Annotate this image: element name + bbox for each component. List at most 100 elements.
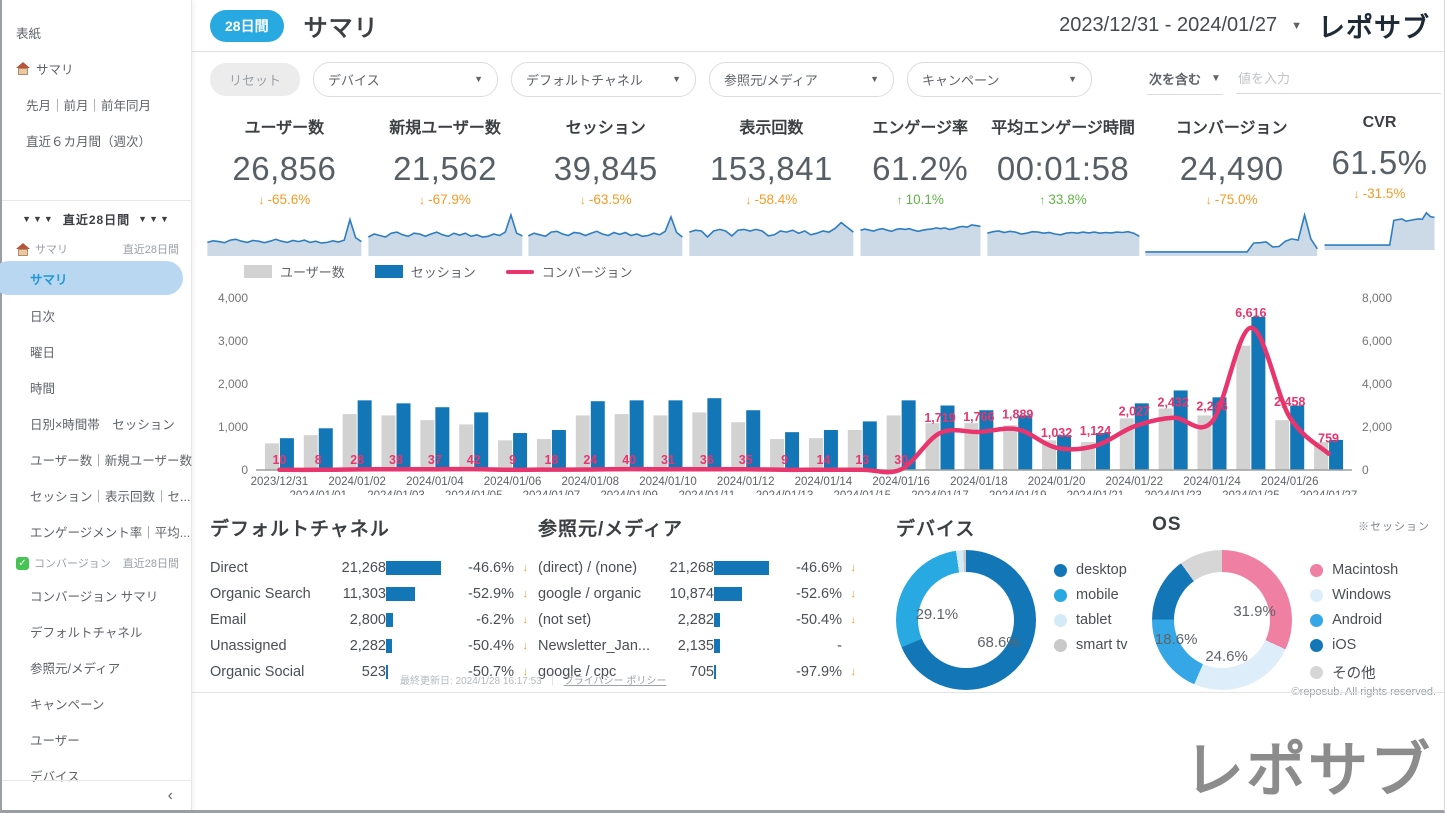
page-title: サマリ xyxy=(303,15,379,42)
kpi-delta-value: -63.5% xyxy=(588,192,632,207)
date-range-picker[interactable]: 2023/12/31 - 2024/01/27 xyxy=(1059,14,1278,36)
table-row[interactable]: Unassigned 2,282 -50.4% ↓ xyxy=(210,633,528,659)
table-row[interactable]: Email 2,800 -6.2% ↓ xyxy=(210,607,528,633)
svg-text:1,124: 1,124 xyxy=(1080,424,1111,438)
reset-button[interactable]: リセット xyxy=(210,62,301,96)
row-bar xyxy=(386,561,441,575)
chevron-down-icon[interactable]: ▼ xyxy=(1291,19,1302,32)
arrow-down-icon: ↓ xyxy=(258,192,265,207)
sidebar-item-page[interactable]: 時間 xyxy=(30,381,56,396)
table-row[interactable]: Direct 21,268 -46.6% ↓ xyxy=(210,555,528,581)
svg-text:6,616: 6,616 xyxy=(1235,306,1266,320)
svg-text:2,027: 2,027 xyxy=(1119,404,1150,418)
sidebar-item-page[interactable]: 曜日 xyxy=(30,345,56,360)
arrow-down-icon: ↓ xyxy=(522,640,529,652)
sidebar-item[interactable]: サマリ xyxy=(2,50,191,86)
svg-text:8: 8 xyxy=(315,453,322,467)
filter-dropdown-label: デバイス xyxy=(328,72,380,88)
table-row[interactable]: Organic Search 11,303 -52.9% ↓ xyxy=(210,581,528,607)
svg-text:24: 24 xyxy=(583,453,597,467)
period-badge[interactable]: 28日間 xyxy=(210,9,284,42)
row-value: 2,800 xyxy=(349,612,386,628)
legend-label: iOS xyxy=(1332,637,1357,653)
sidebar-item-active[interactable]: サマリ xyxy=(0,261,183,295)
sidebar-item-page[interactable]: ユーザー xyxy=(30,733,80,748)
filter-value-input[interactable] xyxy=(1235,64,1441,94)
sidebar-collapse-button[interactable]: ‹ xyxy=(2,780,191,810)
svg-text:8,000: 8,000 xyxy=(1362,291,1392,305)
table-row[interactable]: google / organic 10,874 -52.6% ↓ xyxy=(538,581,856,607)
sidebar-item-page[interactable]: デフォルトチャネル xyxy=(30,625,143,640)
legend-dot xyxy=(1310,666,1324,679)
table-row[interactable]: (direct) / (none) 21,268 -46.6% ↓ xyxy=(538,555,856,581)
svg-text:2024/01/21: 2024/01/21 xyxy=(1067,490,1125,495)
sidebar-item-page[interactable]: セッション｜表示回数｜セ... xyxy=(30,489,191,504)
svg-text:2024/01/11: 2024/01/11 xyxy=(679,490,736,495)
kpi-delta-value: -75.0% xyxy=(1214,192,1258,207)
table-rows: Direct 21,268 -46.6% ↓ Organic Search 11,303 -… xyxy=(210,555,528,685)
row-value: 705 xyxy=(689,664,714,680)
svg-text:0: 0 xyxy=(241,463,248,477)
sidebar-item-page[interactable]: 参照元/メディア xyxy=(30,661,121,676)
filter-dropdown[interactable]: 参照元/メディア ▼ xyxy=(709,61,895,97)
filter-dropdown[interactable]: キャンペーン ▼ xyxy=(907,61,1093,97)
sidebar-item-label: 先月｜前月｜前年同月 xyxy=(26,98,152,113)
donut-slice-label: 24.6% xyxy=(1205,648,1248,665)
svg-text:2023/12/31: 2023/12/31 xyxy=(251,476,309,488)
svg-text:35: 35 xyxy=(739,453,753,467)
kpi-label: エンゲージ率 xyxy=(872,120,969,137)
triangle-decor-icon: ▼▼▼ xyxy=(138,214,171,224)
privacy-policy-link[interactable]: プライバシー ポリシー xyxy=(563,676,667,687)
donut-ring[interactable] xyxy=(896,550,1036,690)
sidebar-item[interactable]: 先月｜前月｜前年同月 xyxy=(2,86,191,122)
combo-chart: ユーザー数 セッション コンバージョン 4,000 3,000 2,000 1,000 0 8… xyxy=(192,260,1444,498)
sidebar-item-page[interactable]: 日次 xyxy=(30,309,56,324)
row-delta: -52.9% xyxy=(468,586,514,602)
legend-dot xyxy=(1054,563,1067,577)
kpi-delta: ↑ 10.1% xyxy=(897,192,944,207)
table-row[interactable]: Newsletter_Jan... 2,135 - xyxy=(538,633,856,659)
svg-text:4,000: 4,000 xyxy=(218,291,248,305)
sidebar-item-page[interactable]: キャンペーン xyxy=(30,697,105,712)
match-condition-dropdown[interactable]: 次を含む ▼ xyxy=(1147,63,1223,95)
row-delta: -97.9% xyxy=(796,664,842,680)
table-row[interactable]: Organic Social 523 -50.7% ↓ xyxy=(210,659,528,685)
kpi-value: 21,562 xyxy=(393,150,498,187)
arrow-down-icon: ↓ xyxy=(1205,192,1212,207)
legend-label: Windows xyxy=(1332,587,1391,603)
sidebar-item[interactable]: 直近６カ月間（週次） xyxy=(2,122,191,158)
svg-text:3,000: 3,000 xyxy=(218,334,248,348)
donut-slice-label: 18.6% xyxy=(1154,631,1198,649)
kpi-sparkline xyxy=(1145,212,1319,256)
bottom-divider xyxy=(192,692,1444,693)
sidebar-item-page[interactable]: コンバージョン サマリ xyxy=(30,589,159,604)
sidebar-section-title: 直近28日間 xyxy=(62,212,131,227)
sidebar-item-page[interactable]: 日別×時間帯 セッション xyxy=(30,417,175,432)
legend-swatch xyxy=(244,265,272,278)
sidebar-item-page[interactable]: ユーザー数｜新規ユーザー数 xyxy=(30,453,193,468)
main-content: 28日間 サマリ 2023/12/31 - 2024/01/27 ▼ レポサブ … xyxy=(192,0,1444,810)
row-value: 10,874 xyxy=(669,586,714,602)
legend-label: tablet xyxy=(1076,612,1112,628)
svg-text:31: 31 xyxy=(661,453,675,467)
legend-dot xyxy=(1310,588,1324,602)
svg-text:36: 36 xyxy=(700,453,714,467)
sidebar-item-page[interactable]: エンゲージメント率｜平均... xyxy=(30,525,191,540)
donut-ring[interactable] xyxy=(1152,550,1293,690)
svg-text:2024/01/20: 2024/01/20 xyxy=(1028,476,1086,488)
sidebar-item-label: 直近６カ月間（週次） xyxy=(26,134,152,149)
filter-dropdown[interactable]: デバイス ▼ xyxy=(313,61,499,97)
sidebar-item[interactable]: 表紙 xyxy=(2,14,191,50)
triangle-decor-icon: ▼▼▼ xyxy=(22,214,55,224)
table-row[interactable]: google / cpc 705 -97.9% ↓ xyxy=(538,659,856,685)
filter-dropdown[interactable]: デフォルトチャネル ▼ xyxy=(511,61,697,97)
svg-text:2,000: 2,000 xyxy=(218,377,248,391)
svg-text:2024/01/13: 2024/01/13 xyxy=(756,490,814,495)
chevron-left-icon: ‹ xyxy=(167,786,173,804)
kpi-value: 26,856 xyxy=(232,150,337,187)
sidebar-conversion-label: コンバージョン xyxy=(34,558,111,570)
row-name: Unassigned xyxy=(210,638,287,654)
table-row[interactable]: (not set) 2,282 -50.4% ↓ xyxy=(538,607,856,633)
combo-chart-svg[interactable]: 4,000 3,000 2,000 1,000 0 8,000 6,000 4,000 2,00… xyxy=(198,280,1443,495)
svg-text:4,000: 4,000 xyxy=(1362,377,1392,391)
